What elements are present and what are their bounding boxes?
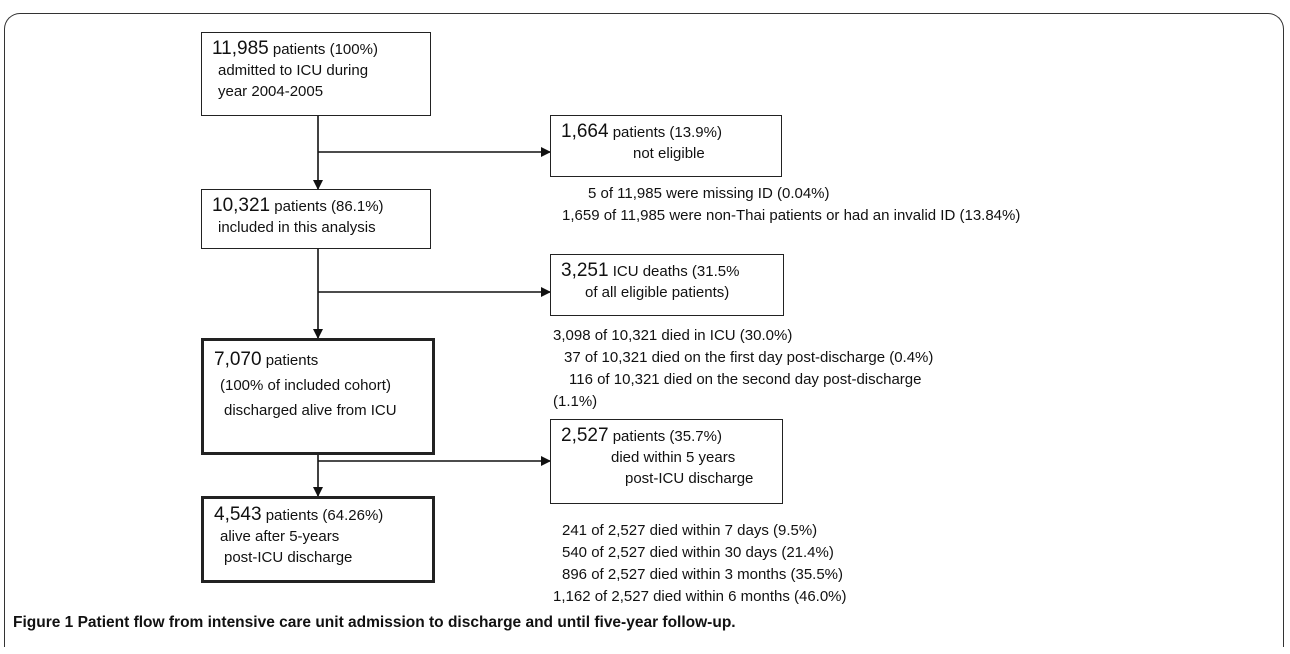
icu-deaths-line2: of all eligible patients) — [585, 284, 730, 301]
figure-frame — [4, 13, 1284, 647]
figure-caption: Figure 1 Patient flow from intensive car… — [13, 614, 736, 631]
note-died-5y-2: 540 of 2,527 died within 30 days (21.4%) — [562, 544, 834, 561]
note-icu-deaths-1: 3,098 of 10,321 died in ICU (30.0%) — [553, 327, 793, 344]
died-5y-line3: post-ICU discharge — [625, 470, 754, 487]
alive-5y-line2: alive after 5-years — [220, 528, 340, 545]
note-icu-deaths-4: (1.1%) — [553, 393, 598, 410]
note-not-eligible-2: 1,659 of 11,985 were non-Thai patients o… — [562, 207, 1021, 224]
box-discharged: 7,070 patients (100% of included cohort)… — [201, 338, 435, 455]
note-not-eligible-1: 5 of 11,985 were missing ID (0.04%) — [588, 185, 830, 202]
box-alive-5y: 4,543 patients (64.26%) alive after 5-ye… — [201, 496, 435, 583]
alive-5y-count: 4,543 — [214, 504, 262, 525]
alive-5y-pct: patients (64.26%) — [265, 507, 384, 524]
box-not-eligible: 1,664 patients (13.9%) not eligible — [550, 115, 782, 177]
discharged-label: patients — [265, 352, 319, 369]
not-eligible-line2: not eligible — [633, 145, 705, 162]
died-5y-pct: patients (35.7%) — [612, 428, 722, 445]
alive-5y-line3: post-ICU discharge — [224, 549, 353, 566]
note-icu-deaths-2: 37 of 10,321 died on the first day post-… — [564, 349, 934, 366]
note-icu-deaths-3: 116 of 10,321 died on the second day pos… — [569, 371, 922, 388]
admitted-pct: patients (100%) — [272, 41, 378, 58]
included-line2: included in this analysis — [218, 219, 376, 236]
box-icu-deaths: 3,251 ICU deaths (31.5% of all eligible … — [550, 254, 784, 316]
admitted-count: 11,985 — [212, 38, 269, 59]
icu-deaths-count: 3,251 — [561, 260, 609, 281]
died-5y-line2: died within 5 years — [611, 449, 736, 466]
box-included: 10,321 patients (86.1%) included in this… — [201, 189, 431, 249]
not-eligible-pct: patients (13.9%) — [612, 124, 722, 141]
admitted-line3: year 2004-2005 — [218, 83, 324, 100]
died-5y-count: 2,527 — [561, 425, 609, 446]
icu-deaths-pct: ICU deaths (31.5% — [612, 263, 740, 280]
discharged-line2: (100% of included cohort) — [220, 377, 391, 394]
note-died-5y-4: 1,162 of 2,527 died within 6 months (46.… — [553, 588, 847, 605]
not-eligible-count: 1,664 — [561, 121, 609, 142]
included-count: 10,321 — [212, 195, 271, 216]
admitted-line2: admitted to ICU during — [218, 62, 369, 79]
box-died-5y: 2,527 patients (35.7%) died within 5 yea… — [550, 419, 783, 504]
discharged-line3: discharged alive from ICU — [224, 402, 397, 419]
note-died-5y-1: 241 of 2,527 died within 7 days (9.5%) — [562, 522, 818, 539]
discharged-count: 7,070 — [214, 349, 262, 370]
note-died-5y-3: 896 of 2,527 died within 3 months (35.5%… — [562, 566, 844, 583]
box-admitted: 11,985 patients (100%) admitted to ICU d… — [201, 32, 431, 116]
included-pct: patients (86.1%) — [274, 198, 384, 215]
